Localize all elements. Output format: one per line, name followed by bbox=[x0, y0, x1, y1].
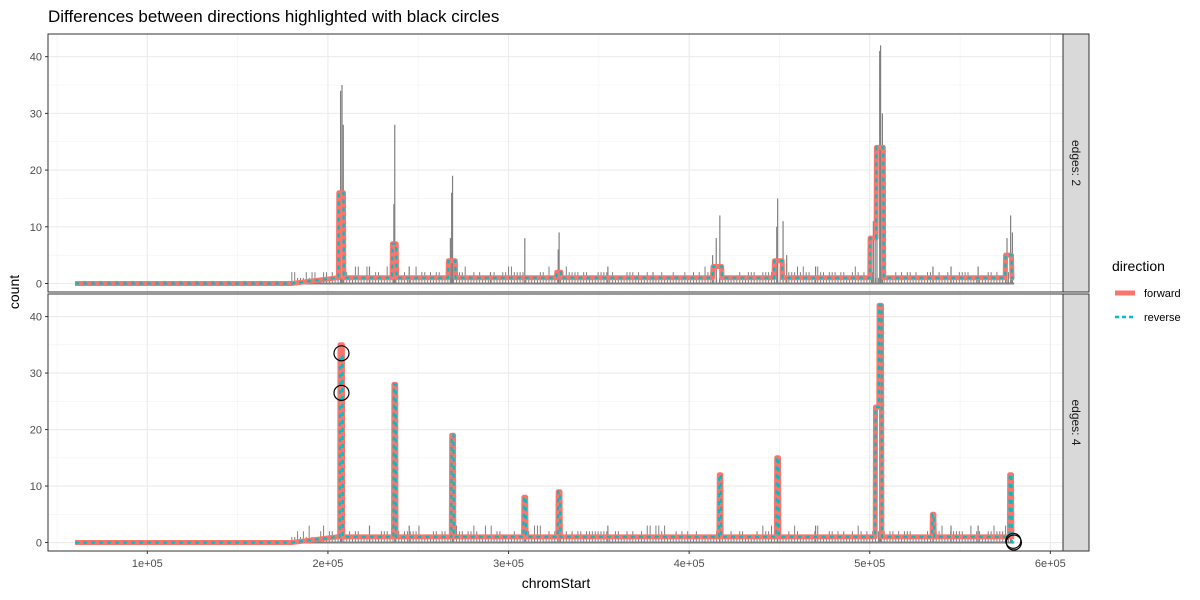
legend-title: direction bbox=[1112, 258, 1165, 274]
y-tick-label: 40 bbox=[30, 52, 42, 64]
panel-background bbox=[48, 34, 1063, 292]
panel-edges-2: 0 10 20 30 40 edges: 2 bbox=[30, 33, 1090, 293]
x-tick-label: 4e+05 bbox=[674, 558, 705, 570]
series-reverse bbox=[75, 304, 1015, 544]
panel-background bbox=[48, 294, 1063, 551]
legend-label-reverse: reverse bbox=[1144, 312, 1181, 324]
y-tick-label: 10 bbox=[30, 222, 42, 234]
facet-strip-label: edges: 4 bbox=[1069, 399, 1083, 445]
difference-circle bbox=[333, 384, 350, 401]
y-tick-label: 20 bbox=[30, 425, 42, 437]
y-tick-label: 0 bbox=[36, 538, 42, 550]
series-reverse bbox=[75, 146, 1015, 285]
x-tick-label: 5e+05 bbox=[854, 558, 885, 570]
difference-circle bbox=[1005, 534, 1022, 551]
y-tick-label: 10 bbox=[30, 481, 42, 493]
y-tick-label: 30 bbox=[30, 368, 42, 380]
facet-strip bbox=[1062, 33, 1090, 293]
x-axis-title: chromStart bbox=[522, 575, 591, 591]
y-tick-label: 0 bbox=[36, 278, 42, 290]
y-axis-title: count bbox=[6, 275, 22, 309]
facet-strip bbox=[1062, 293, 1090, 552]
legend-items: forward reverse bbox=[1115, 288, 1181, 324]
x-tick-label: 2e+05 bbox=[312, 558, 343, 570]
x-axis: 1e+05 2e+05 3e+05 4e+05 5e+05 6e+05 bbox=[132, 551, 1066, 570]
y-tick-label: 40 bbox=[30, 312, 42, 324]
x-tick-label: 6e+05 bbox=[1035, 558, 1066, 570]
legend: direction forward reverse bbox=[1112, 258, 1181, 324]
panel-edges-4: 0 10 20 30 40 edges: 4 bbox=[30, 293, 1090, 552]
legend-label-forward: forward bbox=[1144, 288, 1181, 300]
difference-circle bbox=[333, 345, 350, 362]
facet-strip-label: edges: 2 bbox=[1069, 140, 1083, 186]
x-tick-label: 3e+05 bbox=[493, 558, 524, 570]
y-tick-label: 20 bbox=[30, 165, 42, 177]
x-tick-label: 1e+05 bbox=[132, 558, 163, 570]
y-tick-label: 30 bbox=[30, 108, 42, 120]
chart-title: Differences between directions highlight… bbox=[48, 7, 499, 26]
